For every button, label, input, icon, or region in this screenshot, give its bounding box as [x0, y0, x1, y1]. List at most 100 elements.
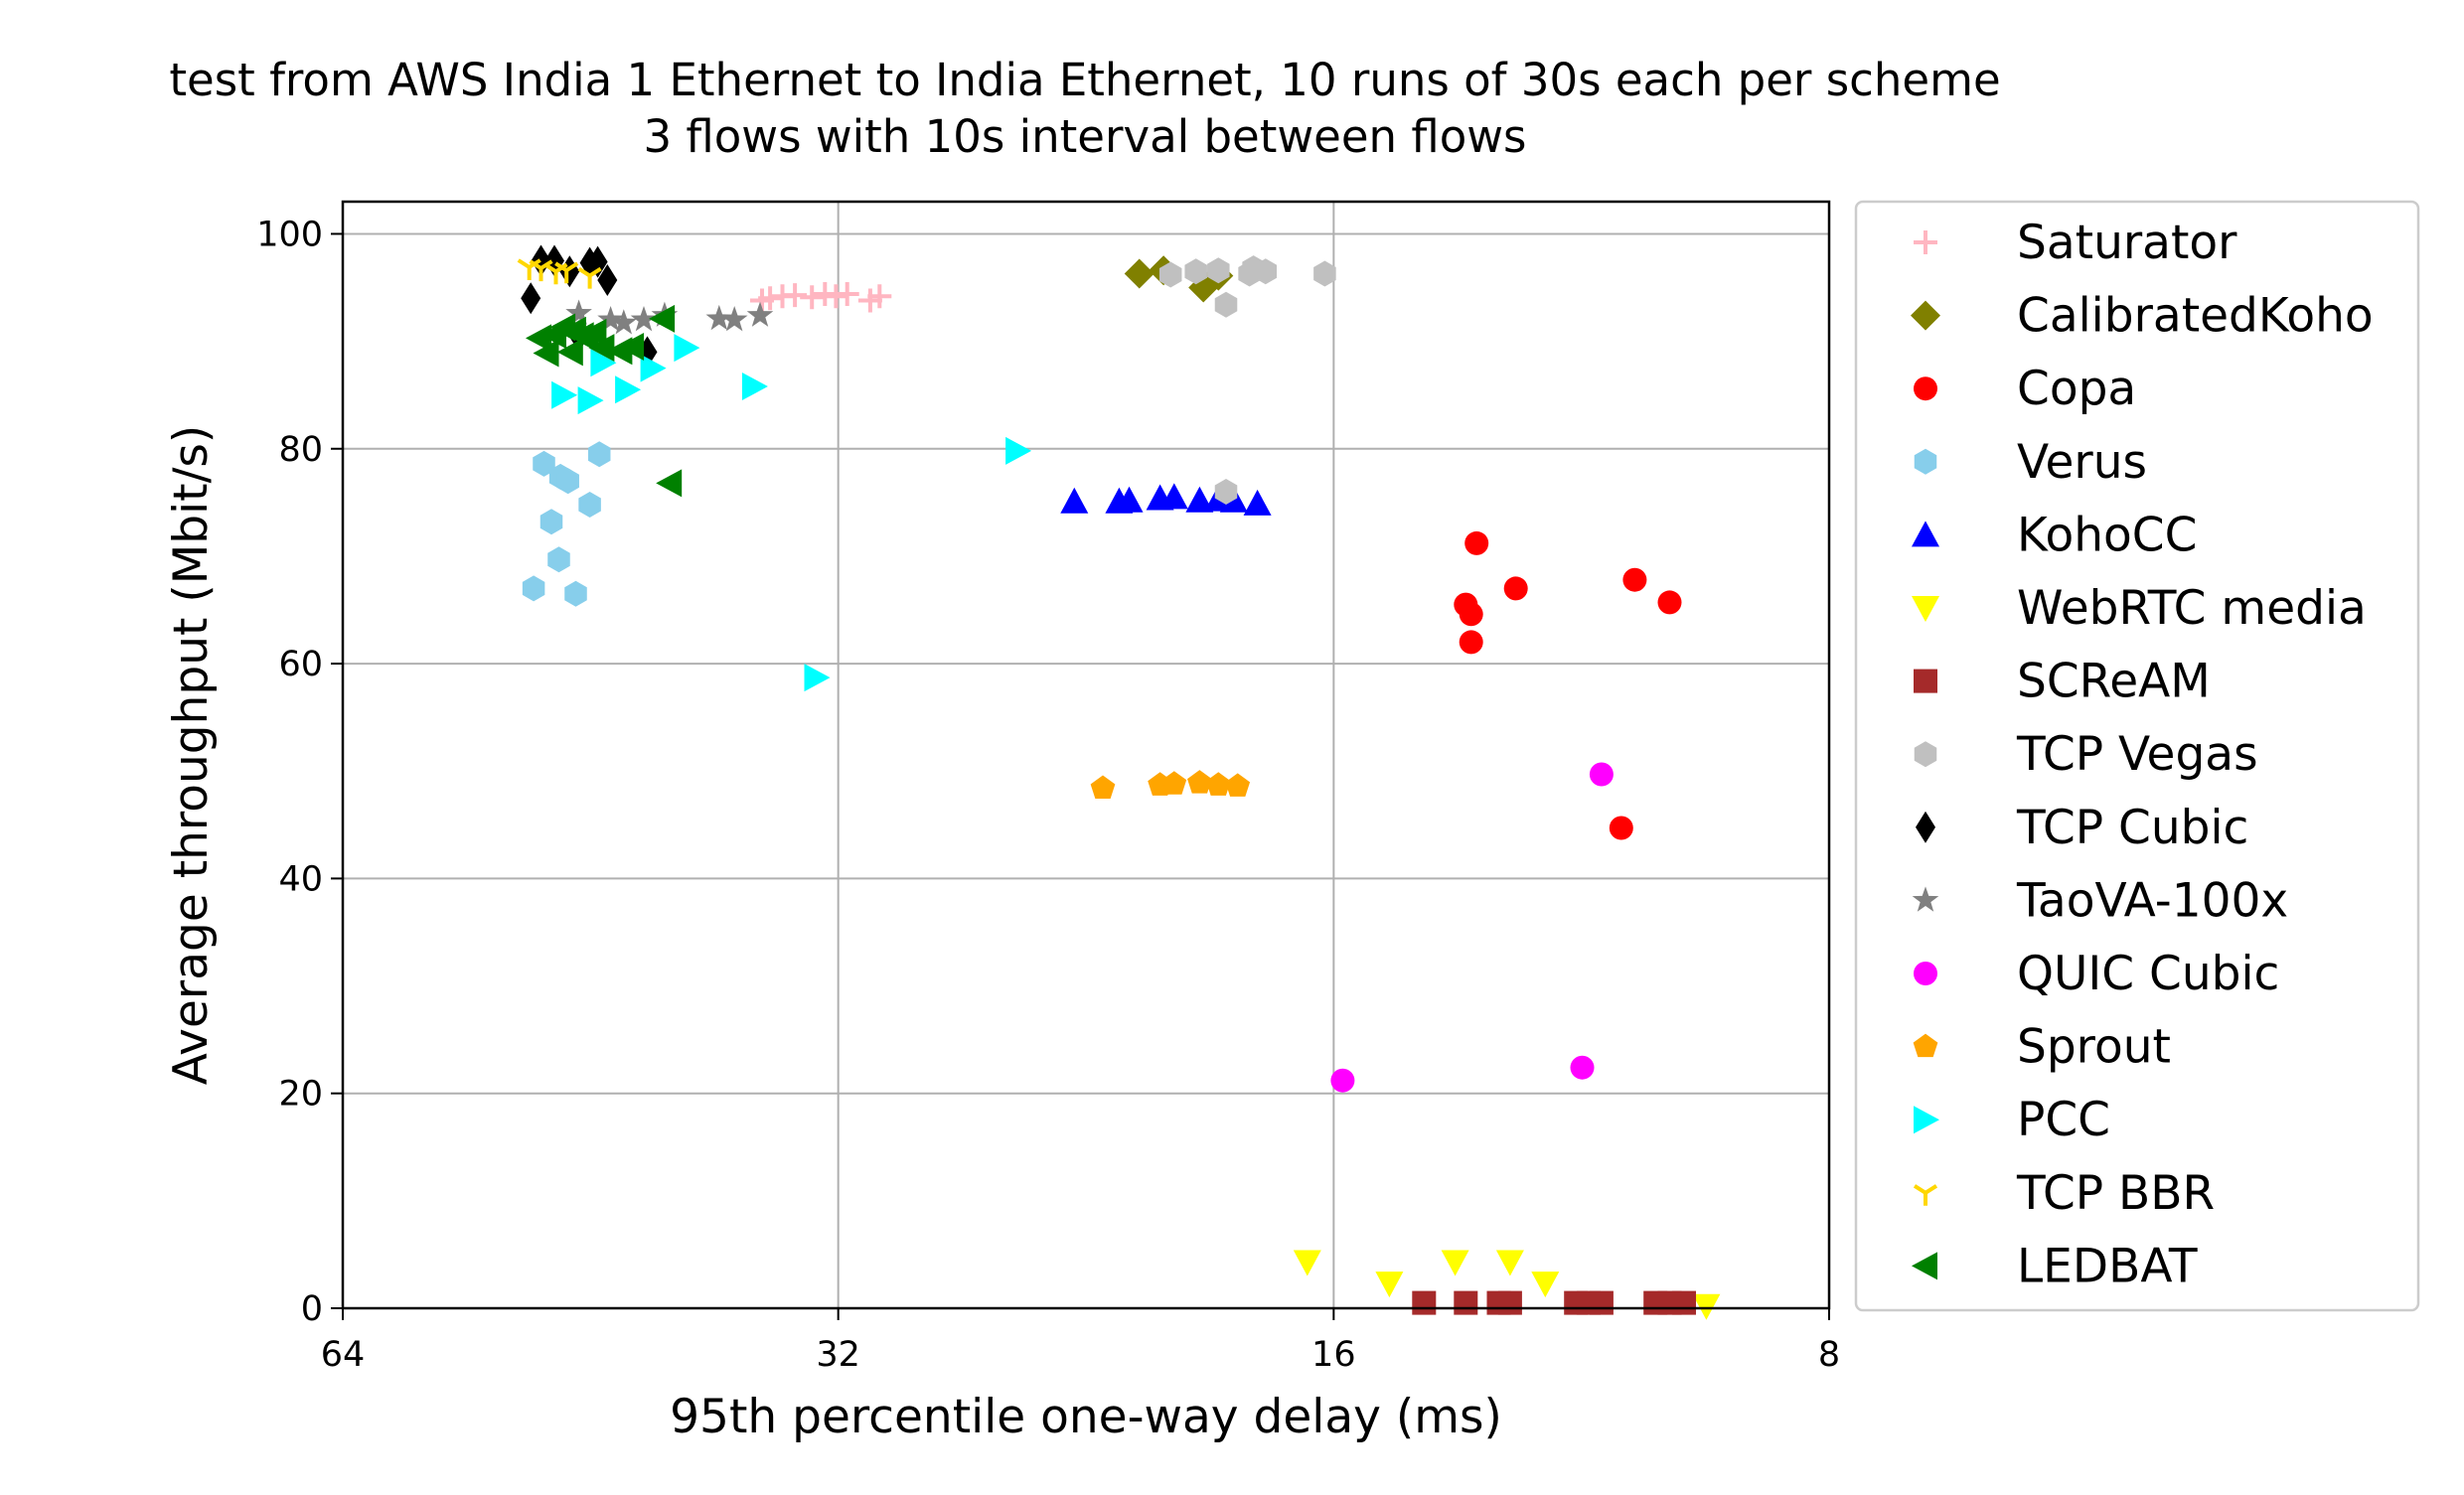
legend-label: TCP BBR [2016, 1166, 2215, 1221]
data-point [556, 468, 579, 495]
data-point [556, 338, 583, 367]
legend-marker [1914, 1106, 1939, 1134]
data-point [835, 282, 859, 306]
data-point [526, 324, 551, 353]
y-tick-label: 60 [278, 645, 323, 684]
data-point [1503, 576, 1528, 601]
series-quic-cubic [1330, 762, 1614, 1093]
data-point [1161, 771, 1187, 795]
legend-marker [1912, 596, 1939, 622]
legend-marker [1912, 521, 1939, 547]
y-tick-label: 0 [301, 1289, 323, 1329]
legend-label: TCP Vegas [2016, 727, 2258, 782]
data-point [1464, 530, 1489, 555]
data-point [577, 266, 602, 289]
x-tick-label: 8 [1818, 1335, 1840, 1375]
data-point [522, 575, 545, 602]
series-saturator [750, 282, 892, 313]
data-point [1090, 775, 1116, 800]
data-point [564, 580, 587, 607]
data-point [554, 261, 579, 284]
legend-label: Sprout [2017, 1020, 2171, 1075]
data-point [783, 283, 808, 308]
data-point [800, 285, 825, 310]
legend-label: Verus [2017, 435, 2147, 490]
legend-label: CalibratedKoho [2017, 289, 2374, 344]
legend: Saturator CalibratedKoho Copa Verus KohoCC We… [1854, 200, 2420, 1312]
data-point [813, 282, 838, 306]
legend-label: Copa [2017, 362, 2136, 416]
series-pcc [551, 334, 1032, 692]
data-point [720, 306, 748, 332]
y-axis-label: Average throughput (Mbit/s) [164, 425, 219, 1085]
series-scream [1412, 1290, 1696, 1315]
legend-item: TCP BBR [1913, 1166, 2215, 1221]
y-tick-label: 80 [278, 430, 323, 470]
data-point [1459, 630, 1483, 655]
legend-label: WebRTC media [2017, 581, 2367, 636]
data-point [1459, 602, 1483, 627]
chart-title: test from AWS India 1 Ethernet to India … [169, 54, 2000, 106]
data-point [1115, 486, 1144, 513]
data-point [1005, 436, 1032, 465]
data-point [741, 373, 768, 400]
data-point [588, 334, 615, 363]
data-point [1187, 770, 1212, 794]
data-point [1293, 1250, 1321, 1276]
data-point [590, 349, 617, 377]
legend-label: Saturator [2017, 216, 2237, 270]
legend-frame [1854, 200, 2420, 1312]
legend-item: Sprout [1913, 1020, 2171, 1075]
data-point [1531, 1271, 1560, 1298]
series-tcp-bbr [517, 258, 602, 289]
data-point [1313, 260, 1336, 287]
legend-item: KohoCC [1912, 508, 2197, 562]
data-point [674, 334, 700, 363]
x-axis-label: 95th percentile one-way delay (ms) [670, 1390, 1502, 1444]
x-tick-label: 32 [816, 1335, 860, 1375]
legend-marker [1914, 741, 1937, 768]
series-ledbat [526, 304, 683, 498]
data-point [1672, 1290, 1696, 1315]
data-point [630, 306, 658, 332]
legend-marker [1914, 962, 1937, 985]
data-point [572, 323, 599, 352]
legend-item: TCP Vegas [1914, 727, 2258, 782]
chart-subtitle: 3 flows with 10s interval between flows [643, 110, 1526, 163]
legend-label: TaoVA-100x [2016, 873, 2288, 928]
legend-marker [1911, 300, 1940, 331]
data-points [517, 244, 1721, 1320]
legend-item: PCC [1914, 1093, 2110, 1147]
data-point [615, 375, 642, 404]
data-point [746, 301, 774, 327]
data-point [610, 309, 638, 335]
legend-item: WebRTC media [1912, 581, 2367, 636]
data-point [1589, 762, 1614, 787]
data-point [705, 304, 733, 331]
legend-marker [1912, 886, 1939, 912]
series-kohocc [1060, 483, 1272, 516]
legend-item: QUIC Cubic [1914, 947, 2279, 1001]
data-point [597, 306, 624, 332]
legend-label: PCC [2017, 1093, 2110, 1147]
legend-item: Verus [1914, 435, 2147, 490]
legend-label: QUIC Cubic [2017, 947, 2279, 1001]
legend-label: TCP Cubic [2016, 801, 2248, 855]
legend-marker [1913, 1033, 1938, 1058]
data-point [1412, 1290, 1437, 1315]
legend-label: LEDBAT [2017, 1239, 2198, 1293]
series-copa [1454, 530, 1682, 840]
data-point [1254, 258, 1278, 285]
data-point [533, 339, 559, 368]
data-point [867, 284, 892, 309]
data-point [1441, 1250, 1469, 1276]
data-point [547, 546, 570, 573]
data-point [539, 509, 563, 535]
data-point [1657, 590, 1682, 615]
data-point [531, 244, 551, 277]
data-point [1589, 1290, 1614, 1315]
data-point [1205, 772, 1231, 796]
data-point [1243, 489, 1272, 516]
x-tick-label: 64 [321, 1335, 366, 1375]
y-tick-label: 40 [278, 859, 323, 899]
